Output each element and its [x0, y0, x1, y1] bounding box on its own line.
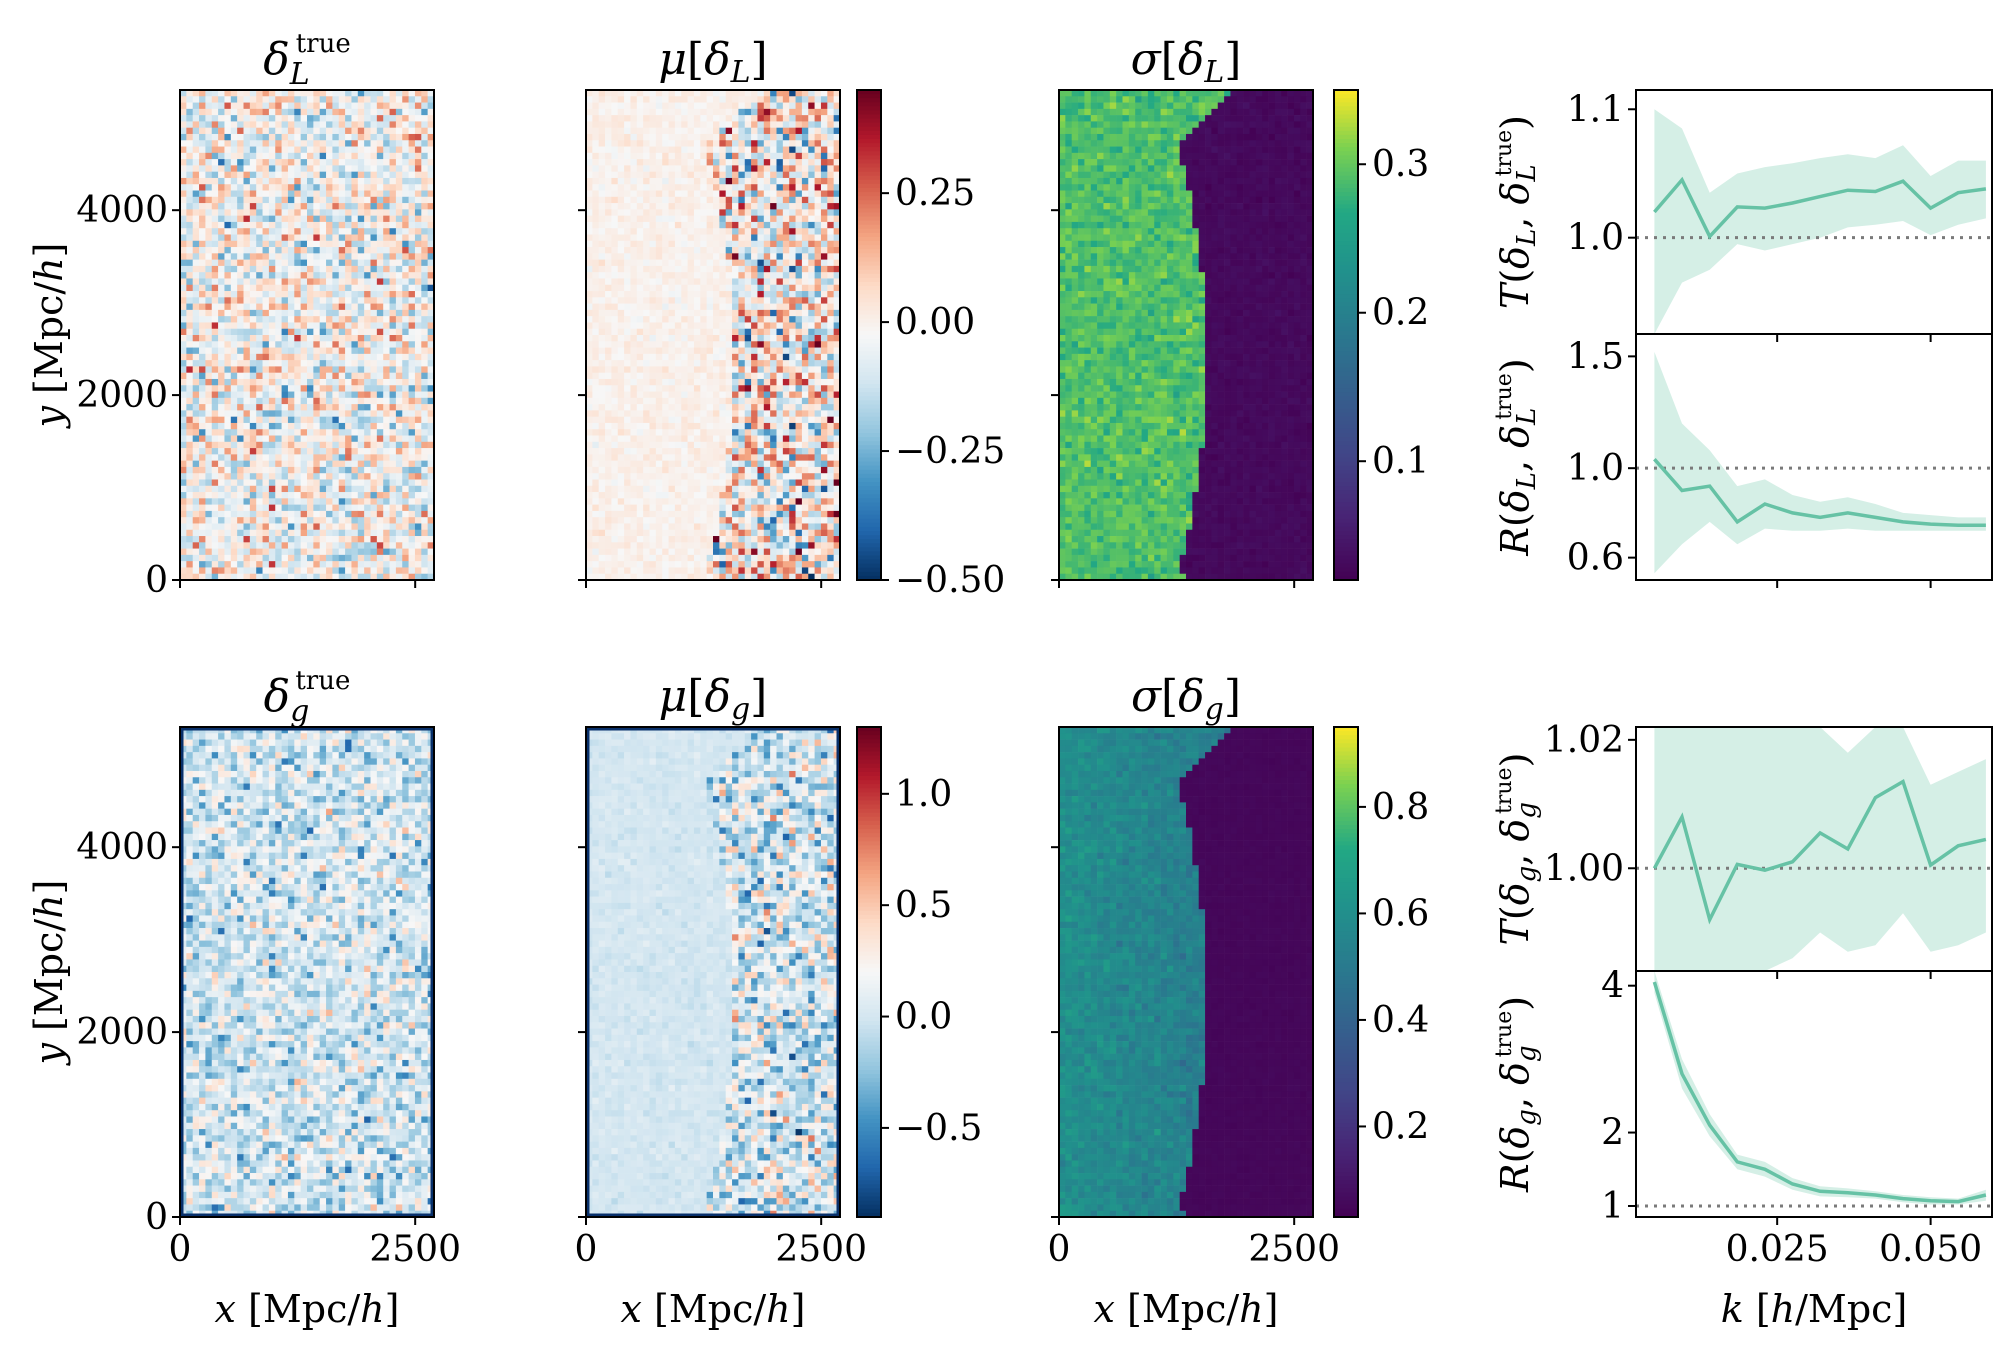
- map-panel-mu_delta_L: μ[δL]: [578, 34, 840, 588]
- colorbar-tick-label: 0.5: [895, 885, 952, 926]
- map-ytick-label: 2000: [76, 375, 168, 416]
- spectrum-ytick-label: 1.1: [1567, 89, 1624, 130]
- spectrum-R_delta_L: 0.6 1.0 1.5 R(δL, δLtrue): [1492, 334, 1992, 588]
- map-xtick-label: 0: [1048, 1229, 1071, 1270]
- map-ytick-label: 4000: [76, 190, 168, 231]
- map-xlabel: x [Mpc/h]: [621, 1287, 806, 1331]
- colorbar-tick-label: 0.4: [1372, 1000, 1429, 1041]
- spectrum-ylabel: T(δg, δgtrue): [1492, 753, 1542, 946]
- spectrum-ylabel: T(δL, δLtrue): [1492, 115, 1542, 309]
- spectrum-ytick-label: 1: [1601, 1186, 1624, 1227]
- map-xlabel: x [Mpc/h]: [215, 1287, 400, 1331]
- colorbar-tick-label: 0.00: [895, 302, 975, 343]
- map-title: σ[δL]: [1131, 34, 1242, 90]
- colorbar-mu_delta_L: 0.25 0.00 −0.25 −0.50: [857, 90, 1005, 601]
- spectrum-ylabel: R(δL, δLtrue): [1492, 358, 1542, 556]
- colorbar-tick-label: 0.6: [1372, 893, 1429, 934]
- map-panel-delta_L_true: 0 2000 4000 δLtrue: [76, 29, 434, 601]
- map-title: μ[δL]: [658, 34, 767, 90]
- colorbar-sigma_delta_g: 0.8 0.6 0.4 0.2: [1334, 727, 1429, 1218]
- colorbar-tick-label: 1.0: [895, 774, 952, 815]
- spectrum-ylabel: R(δg, δgtrue): [1492, 996, 1542, 1193]
- map-title: δgtrue: [264, 666, 351, 729]
- colorbar-tick-label: −0.50: [895, 560, 1005, 601]
- map-ylabel: y [Mpc/h]: [27, 879, 71, 1066]
- error-band: [1654, 971, 1986, 1205]
- spectrum-ytick-label: 1.02: [1544, 720, 1624, 761]
- map-title: σ[δg]: [1131, 671, 1241, 727]
- map-xtick-label: 2500: [1248, 1229, 1340, 1270]
- colorbar-tick-label: 0.2: [1372, 1106, 1429, 1147]
- map-xtick-label: 2500: [369, 1229, 461, 1270]
- map-xtick-label: 2500: [775, 1229, 867, 1270]
- colorbar-tick-label: 0.1: [1372, 441, 1429, 482]
- spectrum-xtick-label: 0.025: [1726, 1229, 1829, 1270]
- colorbar-tick-label: 0.3: [1372, 144, 1429, 185]
- spectrum-ytick-label: 2: [1601, 1113, 1624, 1154]
- map-panel-sigma_delta_L: σ[δL]: [1051, 34, 1313, 588]
- map-ylabel: y [Mpc/h]: [27, 242, 71, 429]
- map-ytick-label: 4000: [76, 827, 168, 868]
- spectrum-ytick-label: 1.5: [1567, 336, 1624, 377]
- spectrum-ytick-label: 1.0: [1567, 218, 1624, 259]
- spectrum-xtick-label: 0.050: [1879, 1229, 1982, 1270]
- map-ytick-label: 0: [145, 1197, 168, 1238]
- map-ytick-label: 2000: [76, 1012, 168, 1053]
- spectrum-T_delta_g: 1.00 1.02T(δg, δgtrue): [1492, 720, 1992, 979]
- error-band: [1654, 352, 1986, 573]
- series-line: [1654, 982, 1986, 1202]
- spectrum-R_delta_g: 1 2 4 0.025 0.050 R(δg, δgtrue): [1492, 966, 1992, 1270]
- colorbar-mu_delta_g: 1.0 0.5 0.0 −0.5: [857, 727, 982, 1218]
- spectrum-ytick-label: 1.00: [1544, 848, 1624, 889]
- spectrum-xlabel: k [h/Mpc]: [1721, 1287, 1908, 1331]
- colorbar-sigma_delta_L: 0.3 0.2 0.1: [1334, 90, 1429, 581]
- map-xtick-label: 0: [169, 1229, 192, 1270]
- map-xtick-label: 0: [575, 1229, 598, 1270]
- map-panel-delta_g_true: 0 2000 4000 0 2500 δgtrue: [76, 666, 461, 1270]
- map-panel-mu_delta_g: 0 2500 μ[δg]: [575, 671, 867, 1270]
- spectrum-ytick-label: 1.0: [1567, 448, 1624, 489]
- colorbar-tick-label: −0.5: [895, 1108, 982, 1149]
- colorbar-tick-label: 0.2: [1372, 293, 1429, 334]
- colorbar-tick-label: −0.25: [895, 431, 1005, 472]
- map-panel-sigma_delta_g: 0 2500 σ[δg]: [1048, 671, 1340, 1270]
- map-title: δLtrue: [263, 29, 350, 92]
- map-xlabel: x [Mpc/h]: [1094, 1287, 1279, 1331]
- colorbar-tick-label: 0.25: [895, 173, 975, 214]
- error-band: [1654, 727, 1986, 971]
- colorbar-tick-label: 0.8: [1372, 787, 1429, 828]
- map-ytick-label: 0: [145, 560, 168, 601]
- colorbar-tick-label: 0.0: [895, 997, 952, 1038]
- spectrum-T_delta_L: 1.0 1.1 T(δL, δLtrue): [1492, 89, 1992, 342]
- spectrum-ytick-label: 0.6: [1567, 538, 1624, 579]
- spectrum-ytick-label: 4: [1601, 966, 1624, 1007]
- map-title: μ[δg]: [659, 671, 768, 727]
